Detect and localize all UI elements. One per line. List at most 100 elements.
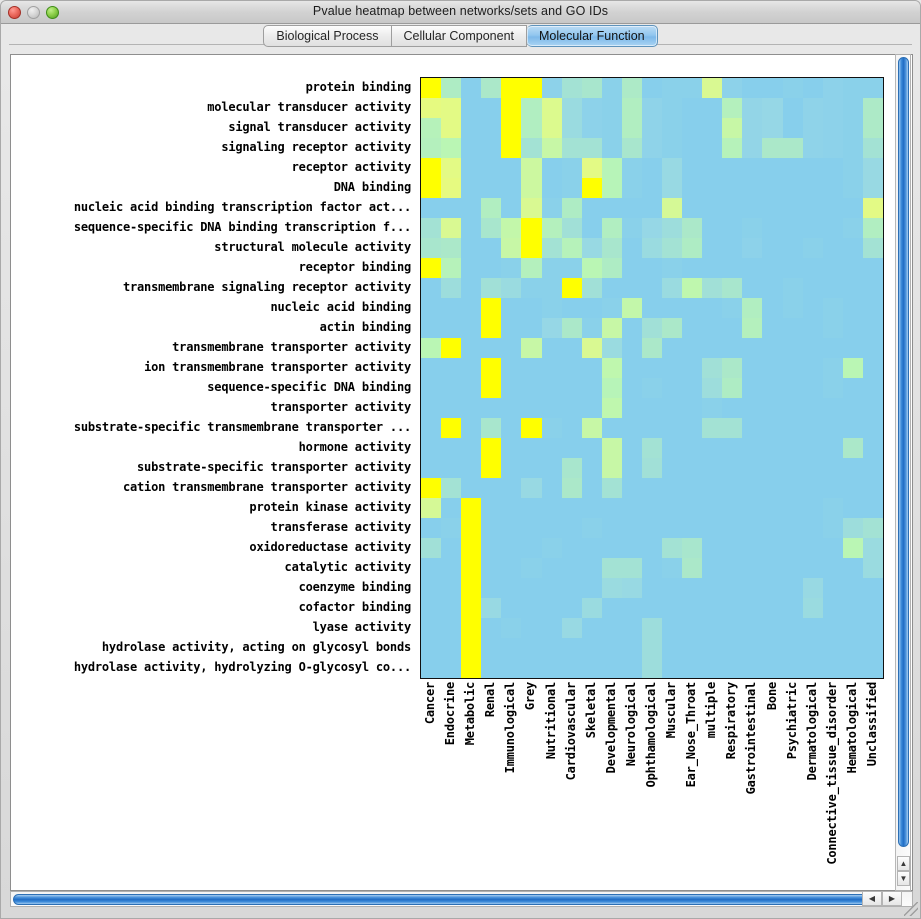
heatmap-cell[interactable] <box>802 158 823 178</box>
heatmap-cell[interactable] <box>682 98 703 118</box>
heatmap-cell[interactable] <box>501 138 522 158</box>
heatmap-cell[interactable] <box>581 498 602 518</box>
heatmap-cell[interactable] <box>561 118 582 138</box>
heatmap-cell[interactable] <box>641 618 663 638</box>
heatmap-cell[interactable] <box>782 198 803 218</box>
heatmap-cell[interactable] <box>822 138 843 158</box>
heatmap-cell[interactable] <box>762 458 783 478</box>
heatmap-cell[interactable] <box>742 118 763 138</box>
heatmap-cell[interactable] <box>742 418 763 438</box>
heatmap-cell[interactable] <box>862 538 883 558</box>
heatmap-cell[interactable] <box>862 158 883 178</box>
heatmap-cell[interactable] <box>782 238 803 258</box>
heatmap-cell[interactable] <box>641 438 663 458</box>
heatmap-cell[interactable] <box>481 358 502 378</box>
heatmap-cell[interactable] <box>822 78 843 98</box>
heatmap-cell[interactable] <box>561 638 582 658</box>
heatmap-cell[interactable] <box>601 638 622 658</box>
heatmap-cell[interactable] <box>441 358 462 378</box>
heatmap-cell[interactable] <box>822 618 843 638</box>
heatmap-cell[interactable] <box>641 158 663 178</box>
heatmap-cell[interactable] <box>501 238 522 258</box>
heatmap-cell[interactable] <box>601 518 622 538</box>
heatmap-cell[interactable] <box>722 278 743 298</box>
heatmap-cell[interactable] <box>621 458 642 478</box>
heatmap-cell[interactable] <box>421 518 442 538</box>
heatmap-cell[interactable] <box>802 218 823 238</box>
heatmap-cell[interactable] <box>581 78 602 98</box>
heatmap-cell[interactable] <box>802 418 823 438</box>
heatmap-cell[interactable] <box>441 658 462 678</box>
heatmap-cell[interactable] <box>742 578 763 598</box>
heatmap-cell[interactable] <box>802 278 823 298</box>
heatmap-cell[interactable] <box>481 338 502 358</box>
heatmap-cell[interactable] <box>621 598 642 618</box>
heatmap-cell[interactable] <box>682 278 703 298</box>
heatmap-cell[interactable] <box>421 558 442 578</box>
heatmap-cell[interactable] <box>762 318 783 338</box>
heatmap-cell[interactable] <box>441 518 462 538</box>
heatmap-cell[interactable] <box>561 598 582 618</box>
heatmap-cell[interactable] <box>581 338 602 358</box>
heatmap-cell[interactable] <box>521 238 542 258</box>
heatmap-cell[interactable] <box>782 378 803 398</box>
heatmap-cell[interactable] <box>722 238 743 258</box>
heatmap-cell[interactable] <box>641 478 663 498</box>
heatmap-cell[interactable] <box>601 138 622 158</box>
heatmap-cell[interactable] <box>641 598 663 618</box>
heatmap-cell[interactable] <box>481 398 502 418</box>
heatmap-cell[interactable] <box>822 518 843 538</box>
heatmap-cell[interactable] <box>561 618 582 638</box>
heatmap-cell[interactable] <box>742 558 763 578</box>
heatmap-cell[interactable] <box>862 198 883 218</box>
heatmap-cell[interactable] <box>601 78 622 98</box>
heatmap-cell[interactable] <box>842 518 863 538</box>
heatmap-cell[interactable] <box>561 478 582 498</box>
heatmap-cell[interactable] <box>722 198 743 218</box>
heatmap-cell[interactable] <box>822 118 843 138</box>
heatmap-cell[interactable] <box>501 458 522 478</box>
heatmap-cell[interactable] <box>842 338 863 358</box>
heatmap-cell[interactable] <box>541 338 562 358</box>
heatmap-cell[interactable] <box>601 598 622 618</box>
heatmap-cell[interactable] <box>862 218 883 238</box>
heatmap-cell[interactable] <box>501 638 522 658</box>
heatmap-cell[interactable] <box>521 358 542 378</box>
heatmap-cell[interactable] <box>521 138 542 158</box>
heatmap-cell[interactable] <box>702 438 723 458</box>
heatmap-cell[interactable] <box>521 298 542 318</box>
heatmap-cell[interactable] <box>501 258 522 278</box>
heatmap-cell[interactable] <box>662 418 683 438</box>
heatmap-cell[interactable] <box>561 98 582 118</box>
heatmap-cell[interactable] <box>521 118 542 138</box>
heatmap-cell[interactable] <box>662 178 683 198</box>
heatmap-cell[interactable] <box>581 398 602 418</box>
scroll-down-icon[interactable]: ▼ <box>897 871 910 886</box>
heatmap-cell[interactable] <box>521 278 542 298</box>
heatmap-cell[interactable] <box>682 378 703 398</box>
heatmap-cell[interactable] <box>822 378 843 398</box>
heatmap-cell[interactable] <box>822 438 843 458</box>
heatmap-cell[interactable] <box>441 498 462 518</box>
heatmap-cell[interactable] <box>461 318 482 338</box>
heatmap-cell[interactable] <box>842 438 863 458</box>
heatmap-cell[interactable] <box>501 198 522 218</box>
heatmap-cell[interactable] <box>682 418 703 438</box>
heatmap-cell[interactable] <box>601 198 622 218</box>
heatmap-cell[interactable] <box>421 118 442 138</box>
heatmap-cell[interactable] <box>581 258 602 278</box>
heatmap-cell[interactable] <box>521 638 542 658</box>
heatmap-cell[interactable] <box>461 158 482 178</box>
heatmap-cell[interactable] <box>501 158 522 178</box>
heatmap-cell[interactable] <box>662 598 683 618</box>
heatmap-cell[interactable] <box>722 598 743 618</box>
heatmap-cell[interactable] <box>461 258 482 278</box>
heatmap-cell[interactable] <box>581 418 602 438</box>
heatmap-cell[interactable] <box>561 338 582 358</box>
heatmap-cell[interactable] <box>842 198 863 218</box>
heatmap-cell[interactable] <box>441 478 462 498</box>
heatmap-cell[interactable] <box>782 638 803 658</box>
heatmap-cell[interactable] <box>842 118 863 138</box>
heatmap-cell[interactable] <box>441 618 462 638</box>
heatmap-cell[interactable] <box>641 78 663 98</box>
